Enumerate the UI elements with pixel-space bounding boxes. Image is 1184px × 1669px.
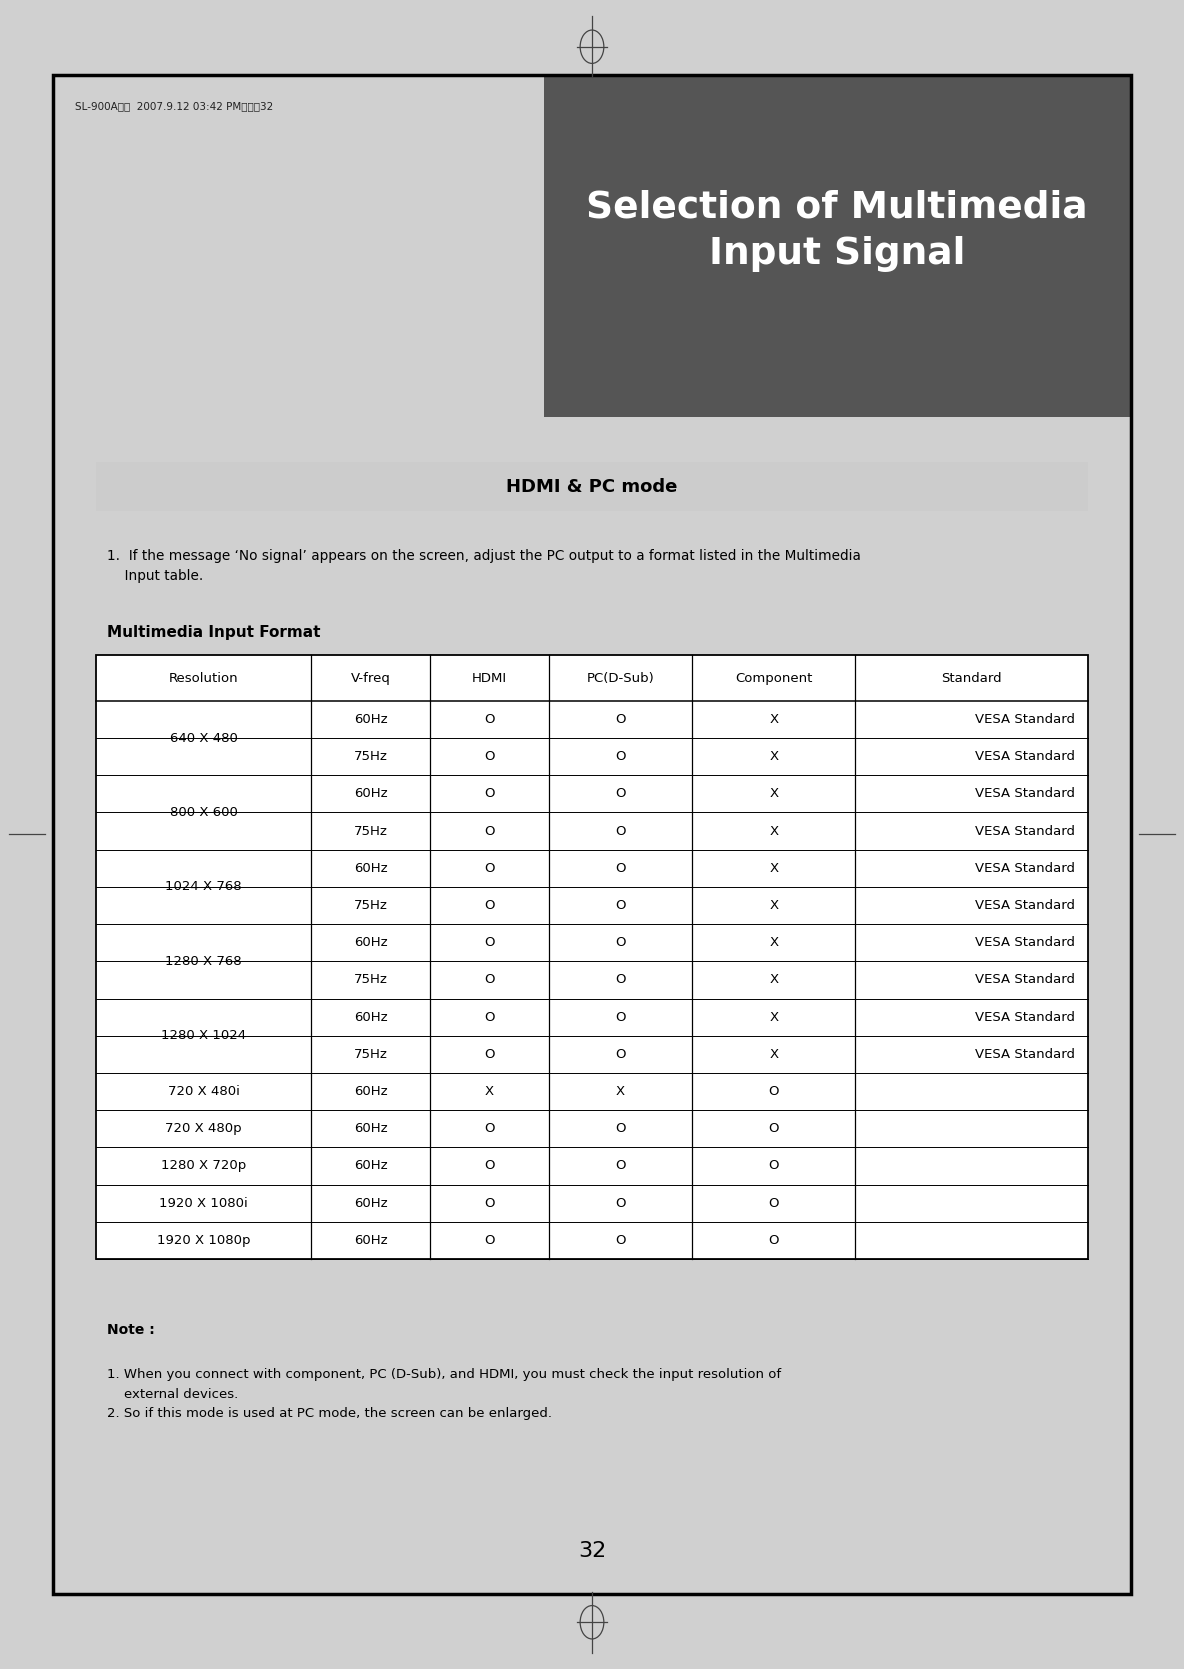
Text: HDMI & PC mode: HDMI & PC mode [507,477,677,496]
Text: O: O [768,1122,779,1135]
Text: Component: Component [735,671,812,684]
Text: O: O [484,1197,495,1210]
Text: 32: 32 [578,1542,606,1562]
Text: O: O [616,973,626,986]
Text: O: O [616,1048,626,1061]
Text: O: O [484,713,495,726]
Text: O: O [616,1197,626,1210]
Text: 60Hz: 60Hz [354,1085,387,1098]
Text: O: O [768,1233,779,1247]
Text: O: O [616,749,626,763]
Text: 1280 X 768: 1280 X 768 [166,955,242,968]
Text: 1920 X 1080p: 1920 X 1080p [157,1233,251,1247]
Text: VESA Standard: VESA Standard [974,973,1075,986]
Text: 75Hz: 75Hz [354,1048,387,1061]
Text: O: O [484,788,495,801]
Text: 1280 X 1024: 1280 X 1024 [161,1030,246,1041]
Text: 60Hz: 60Hz [354,1233,387,1247]
Text: O: O [616,713,626,726]
Text: X: X [770,824,778,838]
Text: O: O [484,1160,495,1173]
Text: 60Hz: 60Hz [354,1197,387,1210]
Text: X: X [616,1085,625,1098]
Bar [543,75,1131,417]
Bar [96,656,1088,1258]
Text: 1280 X 720p: 1280 X 720p [161,1160,246,1173]
Text: VESA Standard: VESA Standard [974,824,1075,838]
Text: Selection of Multimedia
Input Signal: Selection of Multimedia Input Signal [586,190,1088,272]
Text: 75Hz: 75Hz [354,973,387,986]
Text: O: O [616,824,626,838]
Text: O: O [616,1122,626,1135]
Text: O: O [768,1160,779,1173]
Text: O: O [616,861,626,875]
Text: O: O [616,936,626,950]
Text: O: O [616,1160,626,1173]
Text: X: X [770,1048,778,1061]
Text: X: X [770,936,778,950]
Text: O: O [616,1233,626,1247]
Text: 75Hz: 75Hz [354,824,387,838]
Text: 720 X 480i: 720 X 480i [168,1085,239,1098]
Text: X: X [770,861,778,875]
Text: VESA Standard: VESA Standard [974,861,1075,875]
Text: VESA Standard: VESA Standard [974,749,1075,763]
Text: X: X [485,1085,494,1098]
Text: VESA Standard: VESA Standard [974,713,1075,726]
Text: 800 X 600: 800 X 600 [169,806,238,819]
Text: VESA Standard: VESA Standard [974,1011,1075,1023]
Text: O: O [484,936,495,950]
Text: 720 X 480p: 720 X 480p [166,1122,242,1135]
Text: VESA Standard: VESA Standard [974,936,1075,950]
Text: 60Hz: 60Hz [354,1011,387,1023]
Text: Resolution: Resolution [169,671,238,684]
Text: Note :: Note : [108,1324,155,1337]
Bar [96,462,1088,511]
Text: 1.  If the message ‘No signal’ appears on the screen, adjust the PC output to a : 1. If the message ‘No signal’ appears on… [108,549,861,582]
Text: Standard: Standard [941,671,1002,684]
Text: 75Hz: 75Hz [354,749,387,763]
Text: 75Hz: 75Hz [354,900,387,911]
Text: O: O [768,1085,779,1098]
Text: O: O [484,1122,495,1135]
Text: VESA Standard: VESA Standard [974,788,1075,801]
Text: O: O [484,1233,495,1247]
Text: 60Hz: 60Hz [354,713,387,726]
Text: O: O [616,900,626,911]
Text: O: O [484,861,495,875]
Text: O: O [768,1197,779,1210]
Text: 60Hz: 60Hz [354,788,387,801]
Text: O: O [484,973,495,986]
Text: SL-900A영어  2007.9.12 03:42 PM페이직32: SL-900A영어 2007.9.12 03:42 PM페이직32 [75,100,274,110]
Text: O: O [484,1048,495,1061]
Text: 60Hz: 60Hz [354,861,387,875]
Text: 60Hz: 60Hz [354,936,387,950]
Text: 1. When you connect with component, PC (D-Sub), and HDMI, you must check the inp: 1. When you connect with component, PC (… [108,1369,781,1420]
Text: O: O [484,1011,495,1023]
Text: X: X [770,749,778,763]
Text: X: X [770,900,778,911]
Text: X: X [770,1011,778,1023]
Text: 60Hz: 60Hz [354,1160,387,1173]
Text: 60Hz: 60Hz [354,1122,387,1135]
Text: 1024 X 768: 1024 X 768 [166,881,242,893]
Text: Multimedia Input Format: Multimedia Input Format [108,624,321,639]
Text: HDMI: HDMI [472,671,507,684]
Text: VESA Standard: VESA Standard [974,1048,1075,1061]
Text: VESA Standard: VESA Standard [974,900,1075,911]
Text: 1920 X 1080i: 1920 X 1080i [160,1197,249,1210]
Text: O: O [616,788,626,801]
Text: V-freq: V-freq [350,671,391,684]
Text: X: X [770,788,778,801]
Text: O: O [484,749,495,763]
Text: O: O [484,900,495,911]
Text: X: X [770,713,778,726]
Text: O: O [616,1011,626,1023]
Text: PC(D-Sub): PC(D-Sub) [587,671,655,684]
Text: 640 X 480: 640 X 480 [169,731,238,744]
Text: X: X [770,973,778,986]
Text: O: O [484,824,495,838]
